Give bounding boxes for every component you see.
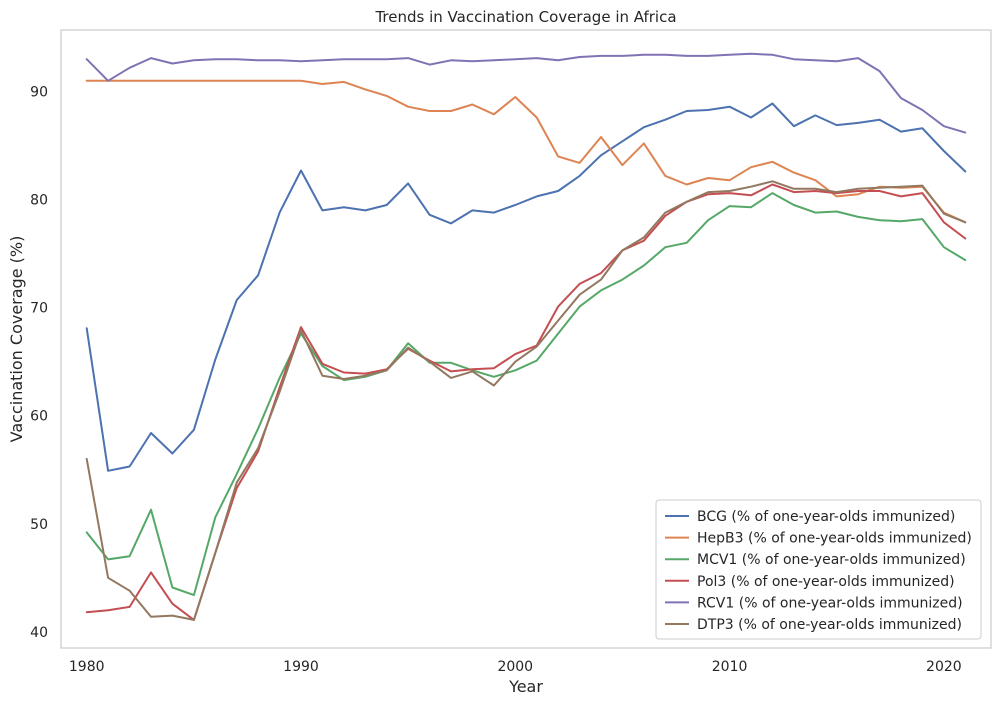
series-line-3 xyxy=(85,183,967,621)
y-tick-label: 40 xyxy=(30,625,48,641)
x-tick-label: 2000 xyxy=(497,659,533,675)
legend-box xyxy=(655,499,982,640)
series-line-4 xyxy=(85,52,967,134)
series-lines xyxy=(85,52,967,621)
x-axis-ticks: 1980 1990 2000 2010 2020 xyxy=(69,659,962,675)
legend: BCG (% of one-year-olds immunized) HepB3 … xyxy=(655,499,982,640)
x-tick-label: 2010 xyxy=(712,659,748,675)
y-tick-label: 90 xyxy=(30,85,48,101)
y-tick-label: 70 xyxy=(30,301,48,317)
y-axis-label: Vaccination Coverage (%) xyxy=(7,236,26,443)
series-line-1 xyxy=(85,79,967,224)
series-line-0 xyxy=(85,102,967,472)
legend-label: Pol3 (% of one-year-olds immunized) xyxy=(697,574,955,590)
y-tick-label: 60 xyxy=(30,409,48,425)
legend-label: HepB3 (% of one-year-olds immunized) xyxy=(697,531,972,547)
plot-frame xyxy=(60,29,992,649)
series-line-5 xyxy=(85,180,967,621)
x-tick-label: 1980 xyxy=(69,659,105,675)
legend-label: MCV1 (% of one-year-olds immunized) xyxy=(697,552,966,568)
legend-label: BCG (% of one-year-olds immunized) xyxy=(697,509,955,525)
legend-label: RCV1 (% of one-year-olds immunized) xyxy=(697,595,963,611)
chart-title: Trends in Vaccination Coverage in Africa xyxy=(374,8,676,26)
x-axis-label: Year xyxy=(508,677,543,696)
legend-label: DTP3 (% of one-year-olds immunized) xyxy=(697,617,962,633)
series-line-2 xyxy=(85,192,967,597)
x-tick-label: 2020 xyxy=(926,659,962,675)
y-axis-ticks: 40 50 60 70 80 90 xyxy=(30,85,48,641)
x-tick-label: 1990 xyxy=(283,659,319,675)
y-tick-label: 80 xyxy=(30,193,48,209)
y-tick-label: 50 xyxy=(30,517,48,533)
